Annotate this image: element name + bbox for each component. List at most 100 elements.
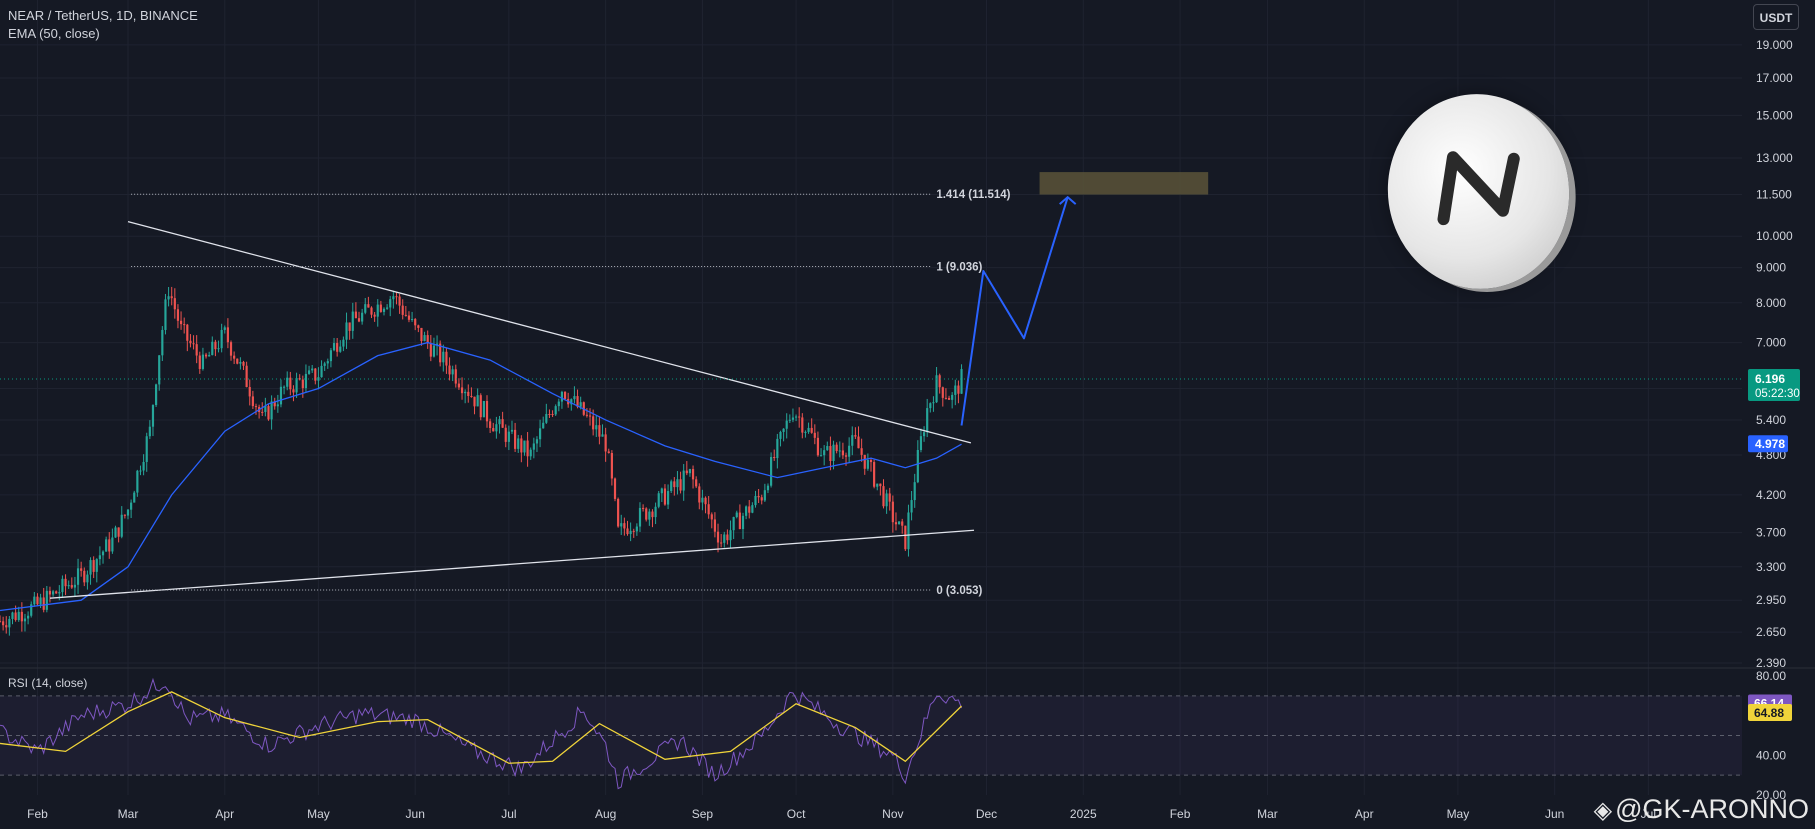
candle-body — [470, 395, 473, 397]
candle-body — [835, 444, 838, 451]
candle-body — [957, 385, 960, 394]
candle-body — [329, 350, 333, 362]
ema-line — [0, 341, 962, 612]
candle-body — [61, 578, 64, 593]
candle-body — [757, 495, 760, 498]
candle-body — [542, 422, 545, 429]
candle-body — [367, 304, 370, 308]
candle-body — [857, 436, 860, 449]
price-axis-tick: 17.000 — [1756, 71, 1793, 85]
candle-body — [526, 440, 529, 457]
candle-body — [773, 456, 776, 459]
price-axis-tick: 2.950 — [1756, 593, 1786, 607]
candle-body — [92, 560, 95, 572]
candle-body — [823, 450, 826, 456]
candle-body — [788, 419, 791, 421]
candle-body — [732, 517, 735, 531]
candle-body — [660, 488, 663, 494]
projection-arrowhead — [1059, 195, 1077, 205]
rsi-ma-value-badge — [1748, 703, 1792, 721]
candle-body — [707, 504, 710, 515]
candle-body — [670, 481, 673, 492]
candle-body — [236, 358, 239, 364]
ema-value-badge — [1748, 435, 1788, 453]
candle-body — [108, 539, 111, 552]
candle-body — [267, 406, 270, 420]
candle-body — [336, 343, 339, 352]
time-axis-tick: Jul — [501, 807, 516, 821]
candle-body — [485, 401, 489, 422]
price-axis-tick: 8.000 — [1756, 296, 1786, 310]
rsi-ma-line — [0, 691, 962, 764]
time-axis-tick: Oct — [787, 807, 806, 821]
candle-body — [195, 344, 198, 356]
candle-body — [155, 384, 158, 406]
candle-body — [179, 320, 183, 325]
candle-body — [919, 436, 923, 450]
candle-body — [432, 345, 436, 357]
ema-indicator-label[interactable]: EMA (50, close) — [8, 26, 100, 41]
candle-body — [423, 335, 426, 342]
candle-body — [186, 324, 189, 341]
candle-body — [854, 435, 857, 437]
candle-body — [954, 385, 957, 395]
candle-body — [27, 615, 30, 619]
candle-body — [819, 455, 823, 457]
fib-level-label: 0 (3.053) — [936, 585, 982, 597]
time-axis-tick: Aug — [595, 807, 616, 821]
candle-body — [276, 404, 279, 407]
candle-body — [766, 485, 770, 491]
candle-body — [217, 348, 220, 350]
candle-body — [467, 391, 470, 396]
candle-body — [410, 319, 414, 321]
candle-body — [710, 514, 713, 520]
candle-body — [342, 339, 345, 347]
candle-body — [211, 341, 214, 356]
candle-body — [326, 361, 329, 364]
candle-body — [457, 383, 461, 388]
candle-body — [264, 406, 267, 412]
candle-body — [760, 497, 763, 501]
candle-body — [373, 314, 376, 317]
candle-body — [791, 417, 795, 420]
candle-body — [426, 335, 429, 344]
diamond-logo-icon: ◈ — [1593, 797, 1613, 824]
candle-body — [5, 625, 8, 628]
candle-body — [723, 534, 726, 543]
candle-body — [882, 486, 885, 507]
candle-body — [904, 525, 907, 550]
candle-body — [167, 296, 170, 300]
time-axis-tick: Dec — [976, 807, 997, 821]
candle-body — [682, 470, 685, 491]
author-watermark: ◈ @GK-ARONNO — [1594, 794, 1809, 825]
rsi-indicator-label[interactable]: RSI (14, close) — [8, 676, 88, 690]
currency-button[interactable]: USDT — [1753, 4, 1799, 30]
candle-body — [270, 401, 273, 420]
candle-body — [907, 512, 910, 550]
candle-countdown: 05:22:30 — [1755, 388, 1800, 400]
projection-path — [960, 196, 1069, 426]
candle-body — [67, 585, 70, 587]
candle-body — [610, 452, 613, 479]
time-axis-tick: May — [307, 807, 330, 821]
candle-body — [292, 389, 295, 393]
time-axis-tick: Mar — [118, 807, 139, 821]
candle-body — [273, 401, 276, 407]
candle-body — [130, 502, 133, 510]
candle-body — [538, 428, 542, 440]
candle-body — [133, 492, 136, 503]
candle-body — [389, 299, 392, 308]
candle-body — [926, 408, 929, 433]
candle-body — [161, 329, 164, 356]
candle-body — [201, 354, 205, 369]
candle-body — [0, 621, 2, 623]
candle-body — [620, 523, 623, 527]
candle-body — [76, 568, 80, 585]
candle-body — [910, 500, 913, 513]
candle-body — [220, 329, 223, 349]
candle-body — [704, 497, 707, 505]
candle-body — [617, 498, 620, 527]
candle-body — [320, 365, 323, 378]
price-axis-tick: 5.400 — [1756, 413, 1786, 427]
candle-body — [64, 578, 67, 587]
